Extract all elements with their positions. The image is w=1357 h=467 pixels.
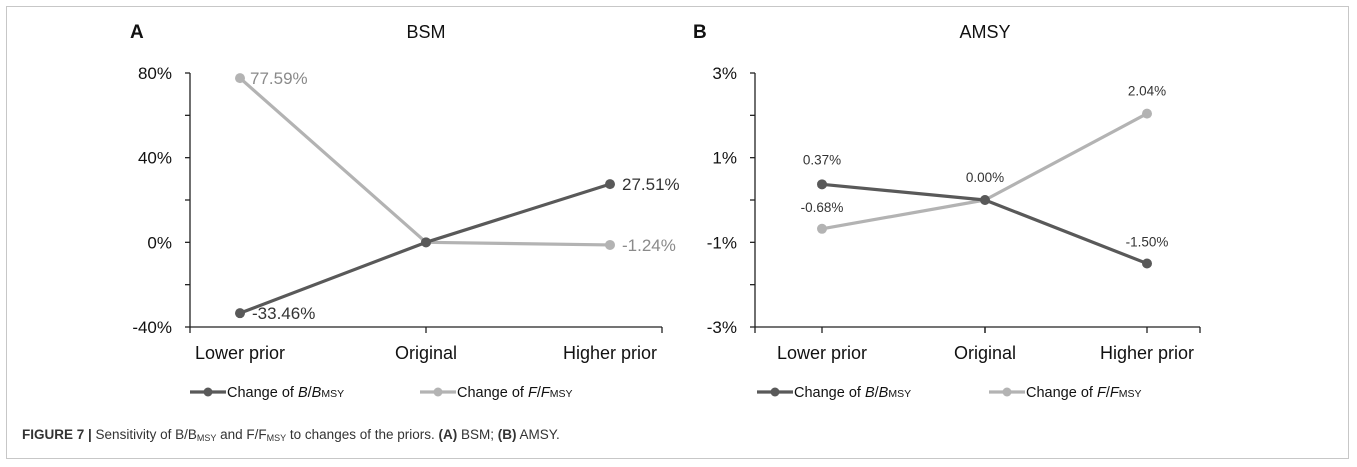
legend-swatch-marker: [203, 387, 213, 397]
chart-title: BSM: [406, 22, 445, 42]
chart-panel-b: B AMSY -3% -1% 1% 3% Lower prior Original Higher…: [693, 22, 1201, 401]
figure-frame: [6, 6, 1349, 459]
x-tick-label: Original: [954, 343, 1016, 363]
data-point: [235, 73, 245, 84]
panel-label: A: [130, 22, 144, 43]
data-label: -0.68%: [801, 200, 844, 215]
caption-text-1: Sensitivity of B/B: [91, 427, 197, 442]
chart-title: AMSY: [959, 22, 1010, 42]
y-tick-label: 40%: [138, 149, 172, 168]
data-point: [817, 223, 827, 234]
data-label: -1.50%: [1126, 235, 1169, 250]
data-label: -1.24%: [622, 236, 676, 255]
caption-text-3: to changes of the priors.: [286, 427, 439, 442]
series-line: [238, 76, 611, 247]
data-point: [817, 179, 827, 190]
y-tick-label: 3%: [712, 64, 737, 83]
y-tick-label: 1%: [712, 149, 737, 168]
caption-b-label: (B): [497, 427, 517, 442]
x-tick-label: Lower prior: [777, 343, 867, 363]
data-label: -33.46%: [252, 304, 315, 323]
caption-a-label: (A): [438, 427, 458, 442]
data-point: [605, 239, 615, 250]
y-tick-label: -3%: [707, 318, 737, 337]
data-label: 0.00%: [966, 170, 1004, 185]
caption-label: FIGURE 7 |: [22, 427, 92, 442]
chart-panel-a: A BSM -40% 0% 40% 80% Lower prior Original Highe…: [130, 22, 680, 401]
data-label: 2.04%: [1128, 84, 1166, 99]
data-point: [980, 195, 990, 205]
caption-text-2: and F/F: [216, 427, 267, 442]
caption-b-text: AMSY.: [516, 427, 560, 442]
y-tick-label: -40%: [132, 318, 172, 337]
y-tick-label: 80%: [138, 64, 172, 83]
caption-a-text: BSM;: [457, 427, 498, 442]
data-point: [605, 179, 615, 190]
data-point: [1142, 108, 1152, 119]
legend-label: Change of B/BMSY: [227, 385, 344, 401]
panel-label: B: [693, 22, 707, 43]
x-tick-label: Original: [395, 343, 457, 363]
legend-swatch-marker: [433, 387, 443, 397]
data-label: 77.59%: [250, 69, 308, 88]
legend-label: Change of B/BMSY: [794, 385, 911, 401]
legend-swatch-marker: [770, 387, 780, 397]
x-tick-label: Lower prior: [195, 343, 285, 363]
y-tick-label: 0%: [147, 233, 172, 252]
y-tick-label: -1%: [707, 233, 737, 252]
caption-sub-1: MSY: [196, 433, 217, 443]
x-tick-label: Higher prior: [563, 343, 657, 363]
data-point: [421, 237, 431, 248]
data-label: 0.37%: [803, 152, 841, 167]
series-line: [239, 182, 611, 315]
caption-sub-2: MSY: [266, 433, 287, 443]
legend-swatch-marker: [1002, 387, 1012, 397]
legend-label: Change of F/FMSY: [457, 385, 572, 401]
x-tick-label: Higher prior: [1100, 343, 1194, 363]
figure-caption: FIGURE 7 | Sensitivity of B/BMSY and F/F…: [22, 427, 560, 443]
data-label: 27.51%: [622, 175, 680, 194]
legend-label: Change of F/FMSY: [1026, 385, 1141, 401]
data-point: [1142, 258, 1152, 269]
data-point: [235, 308, 245, 319]
